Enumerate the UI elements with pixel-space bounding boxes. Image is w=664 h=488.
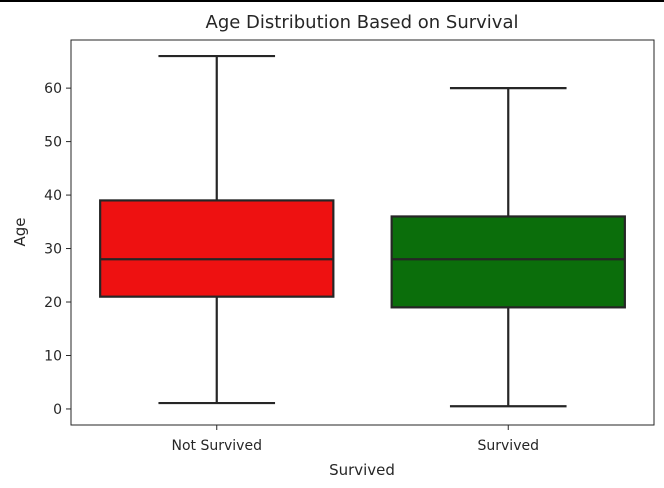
box-iqr: [99, 199, 335, 298]
y-tick-label: 20: [44, 295, 62, 311]
box-group: [390, 87, 626, 408]
y-axis: 0 10 20 30 40 50 60: [44, 81, 71, 418]
boxes-layer: [99, 54, 626, 408]
top-border: [0, 0, 664, 2]
chart-title: Age Distribution Based on Survival: [206, 12, 519, 33]
box-group: [99, 54, 335, 405]
y-tick-label: 50: [44, 135, 62, 151]
plot-area-frame: [70, 39, 655, 426]
y-tick-label: 60: [44, 81, 62, 97]
y-tick-label: 40: [44, 188, 62, 204]
y-tick-label: 10: [44, 348, 62, 364]
box-iqr: [390, 215, 626, 309]
x-tick-label: Not Survived: [172, 438, 262, 454]
y-tick-label: 0: [53, 402, 62, 418]
x-tick-label: Survived: [478, 438, 539, 454]
y-tick-label: 30: [44, 242, 62, 258]
y-axis-label: Age: [11, 217, 29, 246]
x-axis: Not Survived Survived: [172, 425, 539, 454]
x-axis-label: Survived: [329, 461, 395, 479]
